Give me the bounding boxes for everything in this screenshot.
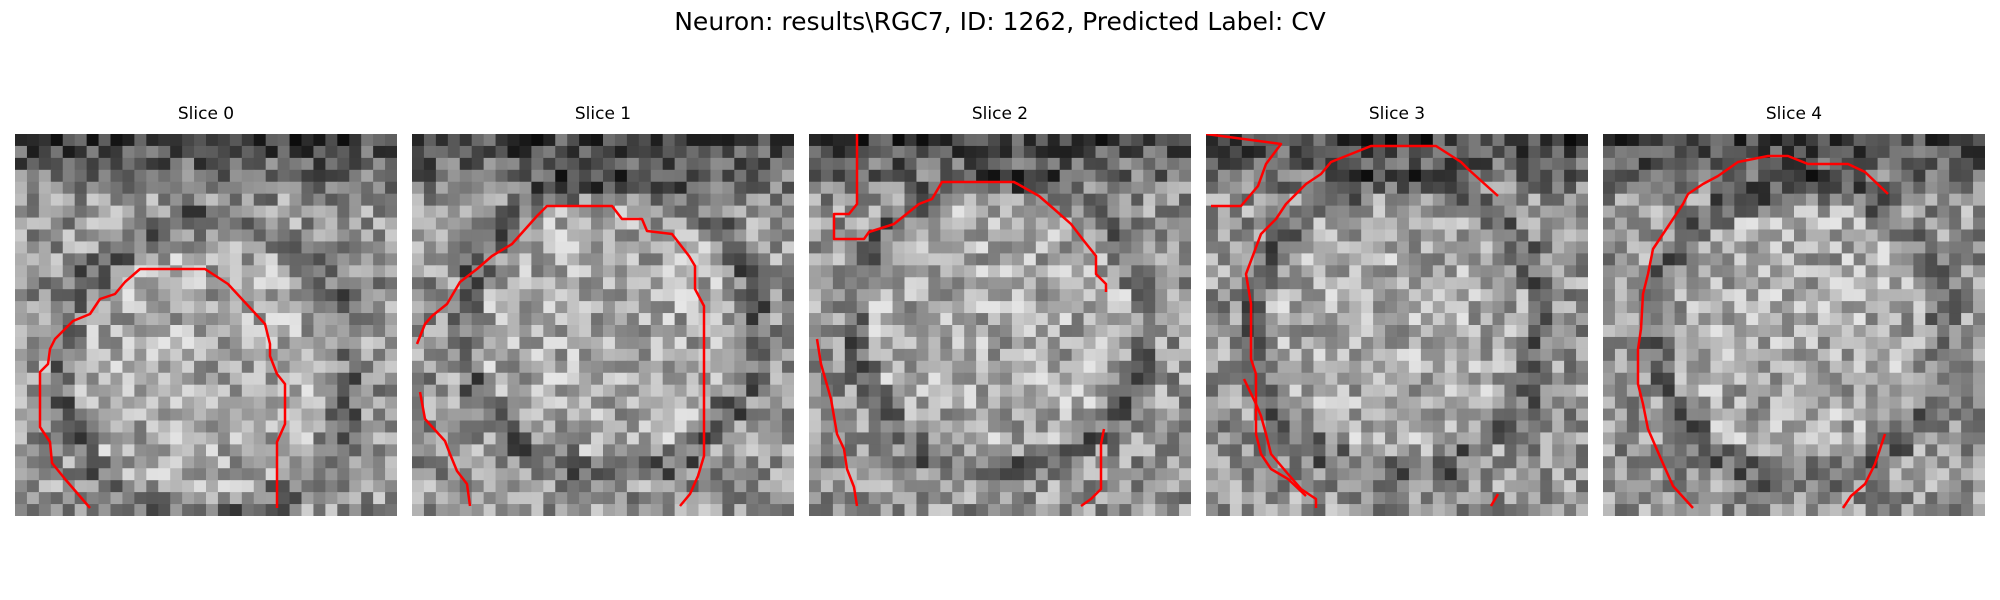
slice-image xyxy=(809,134,1191,516)
slice-title: Slice 4 xyxy=(1603,104,1985,124)
figure-title: Neuron: results\RGC7, ID: 1262, Predicte… xyxy=(0,7,2000,36)
slice-title: Slice 0 xyxy=(15,104,397,124)
slice-panel-0: Slice 0 xyxy=(15,134,397,516)
slice-panel-2: Slice 2 xyxy=(809,134,1191,516)
slice-title: Slice 1 xyxy=(412,104,794,124)
slice-panel-3: Slice 3 xyxy=(1206,134,1588,516)
slice-image xyxy=(1603,134,1985,516)
slice-image xyxy=(1206,134,1588,516)
slice-title: Slice 3 xyxy=(1206,104,1588,124)
slice-image xyxy=(15,134,397,516)
slice-panel-4: Slice 4 xyxy=(1603,134,1985,516)
slice-panel-1: Slice 1 xyxy=(412,134,794,516)
slice-image xyxy=(412,134,794,516)
slice-title: Slice 2 xyxy=(809,104,1191,124)
